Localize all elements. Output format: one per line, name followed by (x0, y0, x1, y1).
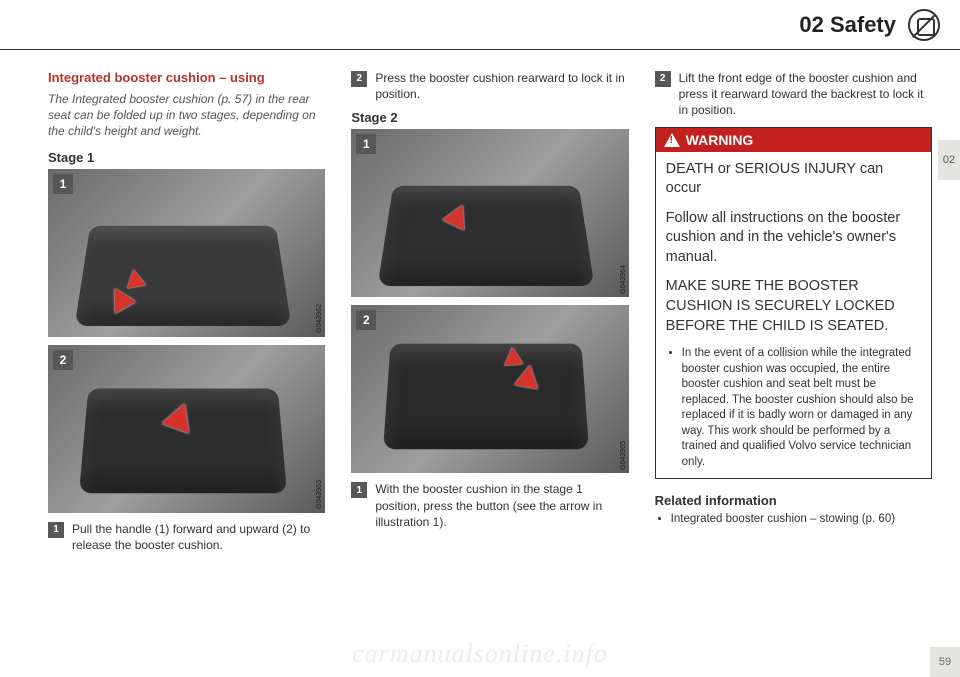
illustration-stage2-1: 1 G043964 (351, 129, 628, 297)
content-area: Integrated booster cushion – using The I… (0, 50, 960, 571)
warning-header: WARNING (656, 128, 931, 152)
warning-triangle-icon (664, 133, 680, 147)
column-3: 2 Lift the front edge of the booster cus… (655, 70, 932, 561)
step-text: Pull the handle (1) forward and upward (… (72, 521, 325, 553)
illustration-stage1-2: 2 G043963 (48, 345, 325, 513)
warning-box: WARNING DEATH or SERIOUS INJURY can occu… (655, 127, 932, 480)
page-header: 02 Safety (0, 0, 960, 50)
warning-p3: MAKE SURE THE BOOSTER CUSHION IS SECUREL… (666, 277, 921, 336)
related-list: Integrated booster cushion – stowing (p.… (655, 512, 932, 528)
no-child-seat-icon (908, 9, 940, 41)
image-number-badge: 2 (356, 310, 376, 330)
image-number-badge: 2 (53, 350, 73, 370)
image-code: G043963 (316, 480, 323, 509)
image-number-badge: 1 (356, 134, 376, 154)
chapter-title: 02 Safety (799, 12, 896, 38)
stage-1-label: Stage 1 (48, 150, 325, 165)
stage-2-label: Stage 2 (351, 110, 628, 125)
column-2: 2 Press the booster cushion rearward to … (351, 70, 628, 561)
step-number-badge: 2 (351, 71, 367, 87)
watermark: carmanualsonline.info (352, 639, 608, 669)
image-code: G043962 (316, 304, 323, 333)
warning-body: DEATH or SERIOUS INJURY can occur Follow… (656, 152, 931, 479)
step-number-badge: 1 (48, 522, 64, 538)
step-1: 1 Pull the handle (1) forward and upward… (48, 521, 325, 553)
warning-bullet: In the event of a collision while the in… (682, 346, 921, 470)
related-item: Integrated booster cushion – stowing (p.… (671, 512, 932, 528)
warning-p1: DEATH or SERIOUS INJURY can occur (666, 160, 921, 199)
column-1: Integrated booster cushion – using The I… (48, 70, 325, 561)
step-number-badge: 1 (351, 482, 367, 498)
step-4: 2 Lift the front edge of the booster cus… (655, 70, 932, 119)
chapter-side-tab: 02 (938, 140, 960, 180)
step-text: With the booster cushion in the stage 1 … (375, 481, 628, 530)
warning-p2: Follow all instructions on the booster c… (666, 209, 921, 268)
step-number-badge: 2 (655, 71, 671, 87)
step-text: Press the booster cushion rearward to lo… (375, 70, 628, 102)
illustration-stage2-2: 2 G043965 (351, 305, 628, 473)
step-3: 1 With the booster cushion in the stage … (351, 481, 628, 530)
related-heading: Related information (655, 493, 932, 508)
illustration-stage1-1: 1 G043962 (48, 169, 325, 337)
step-text: Lift the front edge of the booster cushi… (679, 70, 932, 119)
section-heading: Integrated booster cushion – using (48, 70, 325, 85)
step-2: 2 Press the booster cushion rearward to … (351, 70, 628, 102)
page-number: 59 (930, 647, 960, 677)
image-code: G043965 (620, 441, 627, 470)
image-code: G043964 (620, 265, 627, 294)
intro-text: The Integrated booster cushion (p. 57) i… (48, 91, 325, 140)
image-number-badge: 1 (53, 174, 73, 194)
warning-label: WARNING (686, 132, 754, 148)
